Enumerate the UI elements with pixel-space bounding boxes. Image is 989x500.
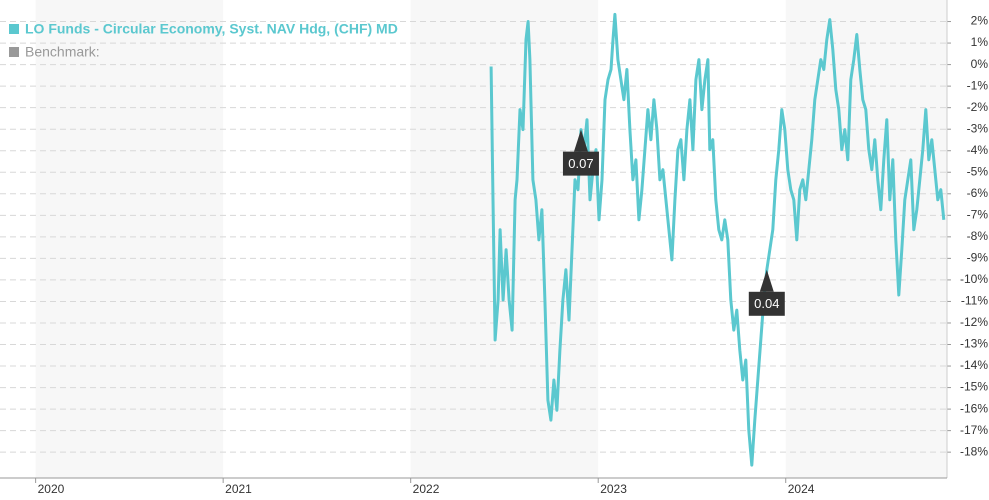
x-tick-label: 2020 [38,482,65,496]
y-tick-label: -14% [960,358,988,372]
annotation-marker [573,129,588,152]
y-tick-label: 1% [971,35,989,49]
y-tick-label: -10% [960,272,988,286]
y-tick-label: -11% [961,294,988,308]
legend-swatch [9,47,19,57]
y-tick-label: -5% [967,164,989,178]
x-tick-label: 2021 [225,482,252,496]
series-line [489,12,946,467]
legend-label: LO Funds - Circular Economy, Syst. NAV H… [25,21,398,37]
annotation-marker [759,269,774,292]
y-tick-label: -8% [967,229,989,243]
y-tick-label: 0% [971,57,989,71]
year-band [410,0,599,478]
y-tick-label: -17% [960,423,988,437]
y-tick-label: -7% [967,207,989,221]
annotation-label: 0.04 [754,296,779,311]
legend-swatch [9,24,19,34]
y-tick-label: -6% [967,186,989,200]
annotation-label: 0.07 [568,156,593,171]
y-tick-label: -12% [960,315,988,329]
y-tick-label: -18% [960,444,988,458]
annotation-box [748,291,785,316]
y-tick-label: -4% [967,143,989,157]
year-band [785,0,947,478]
x-tick-label: 2022 [413,482,440,496]
x-tick-label: 2024 [788,482,815,496]
legend-label: Benchmark: [25,44,100,60]
annotation-box [562,151,599,176]
y-tick-label: -1% [967,78,989,92]
bands [35,0,947,478]
year-band [35,0,224,478]
y-tick-label: -16% [960,401,988,415]
y-tick-label: -9% [967,251,989,265]
x-tick-label: 2023 [600,482,627,496]
y-tick-label: -2% [967,100,989,114]
y-tick-label: -3% [967,121,989,135]
y-tick-label: 2% [971,14,989,28]
y-tick-label: -15% [960,380,988,394]
y-tick-label: -13% [960,337,988,351]
